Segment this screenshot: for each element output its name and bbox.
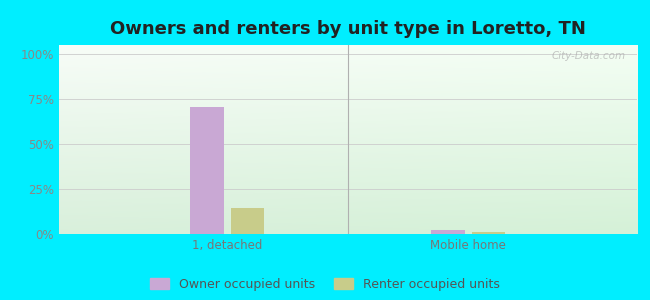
Bar: [231, 208, 265, 234]
Bar: [472, 232, 506, 234]
Bar: [431, 230, 465, 234]
Text: City-Data.com: City-Data.com: [551, 51, 625, 61]
Legend: Owner occupied units, Renter occupied units: Owner occupied units, Renter occupied un…: [150, 278, 500, 291]
Title: Owners and renters by unit type in Loretto, TN: Owners and renters by unit type in Loret…: [110, 20, 586, 38]
Bar: [190, 107, 224, 234]
